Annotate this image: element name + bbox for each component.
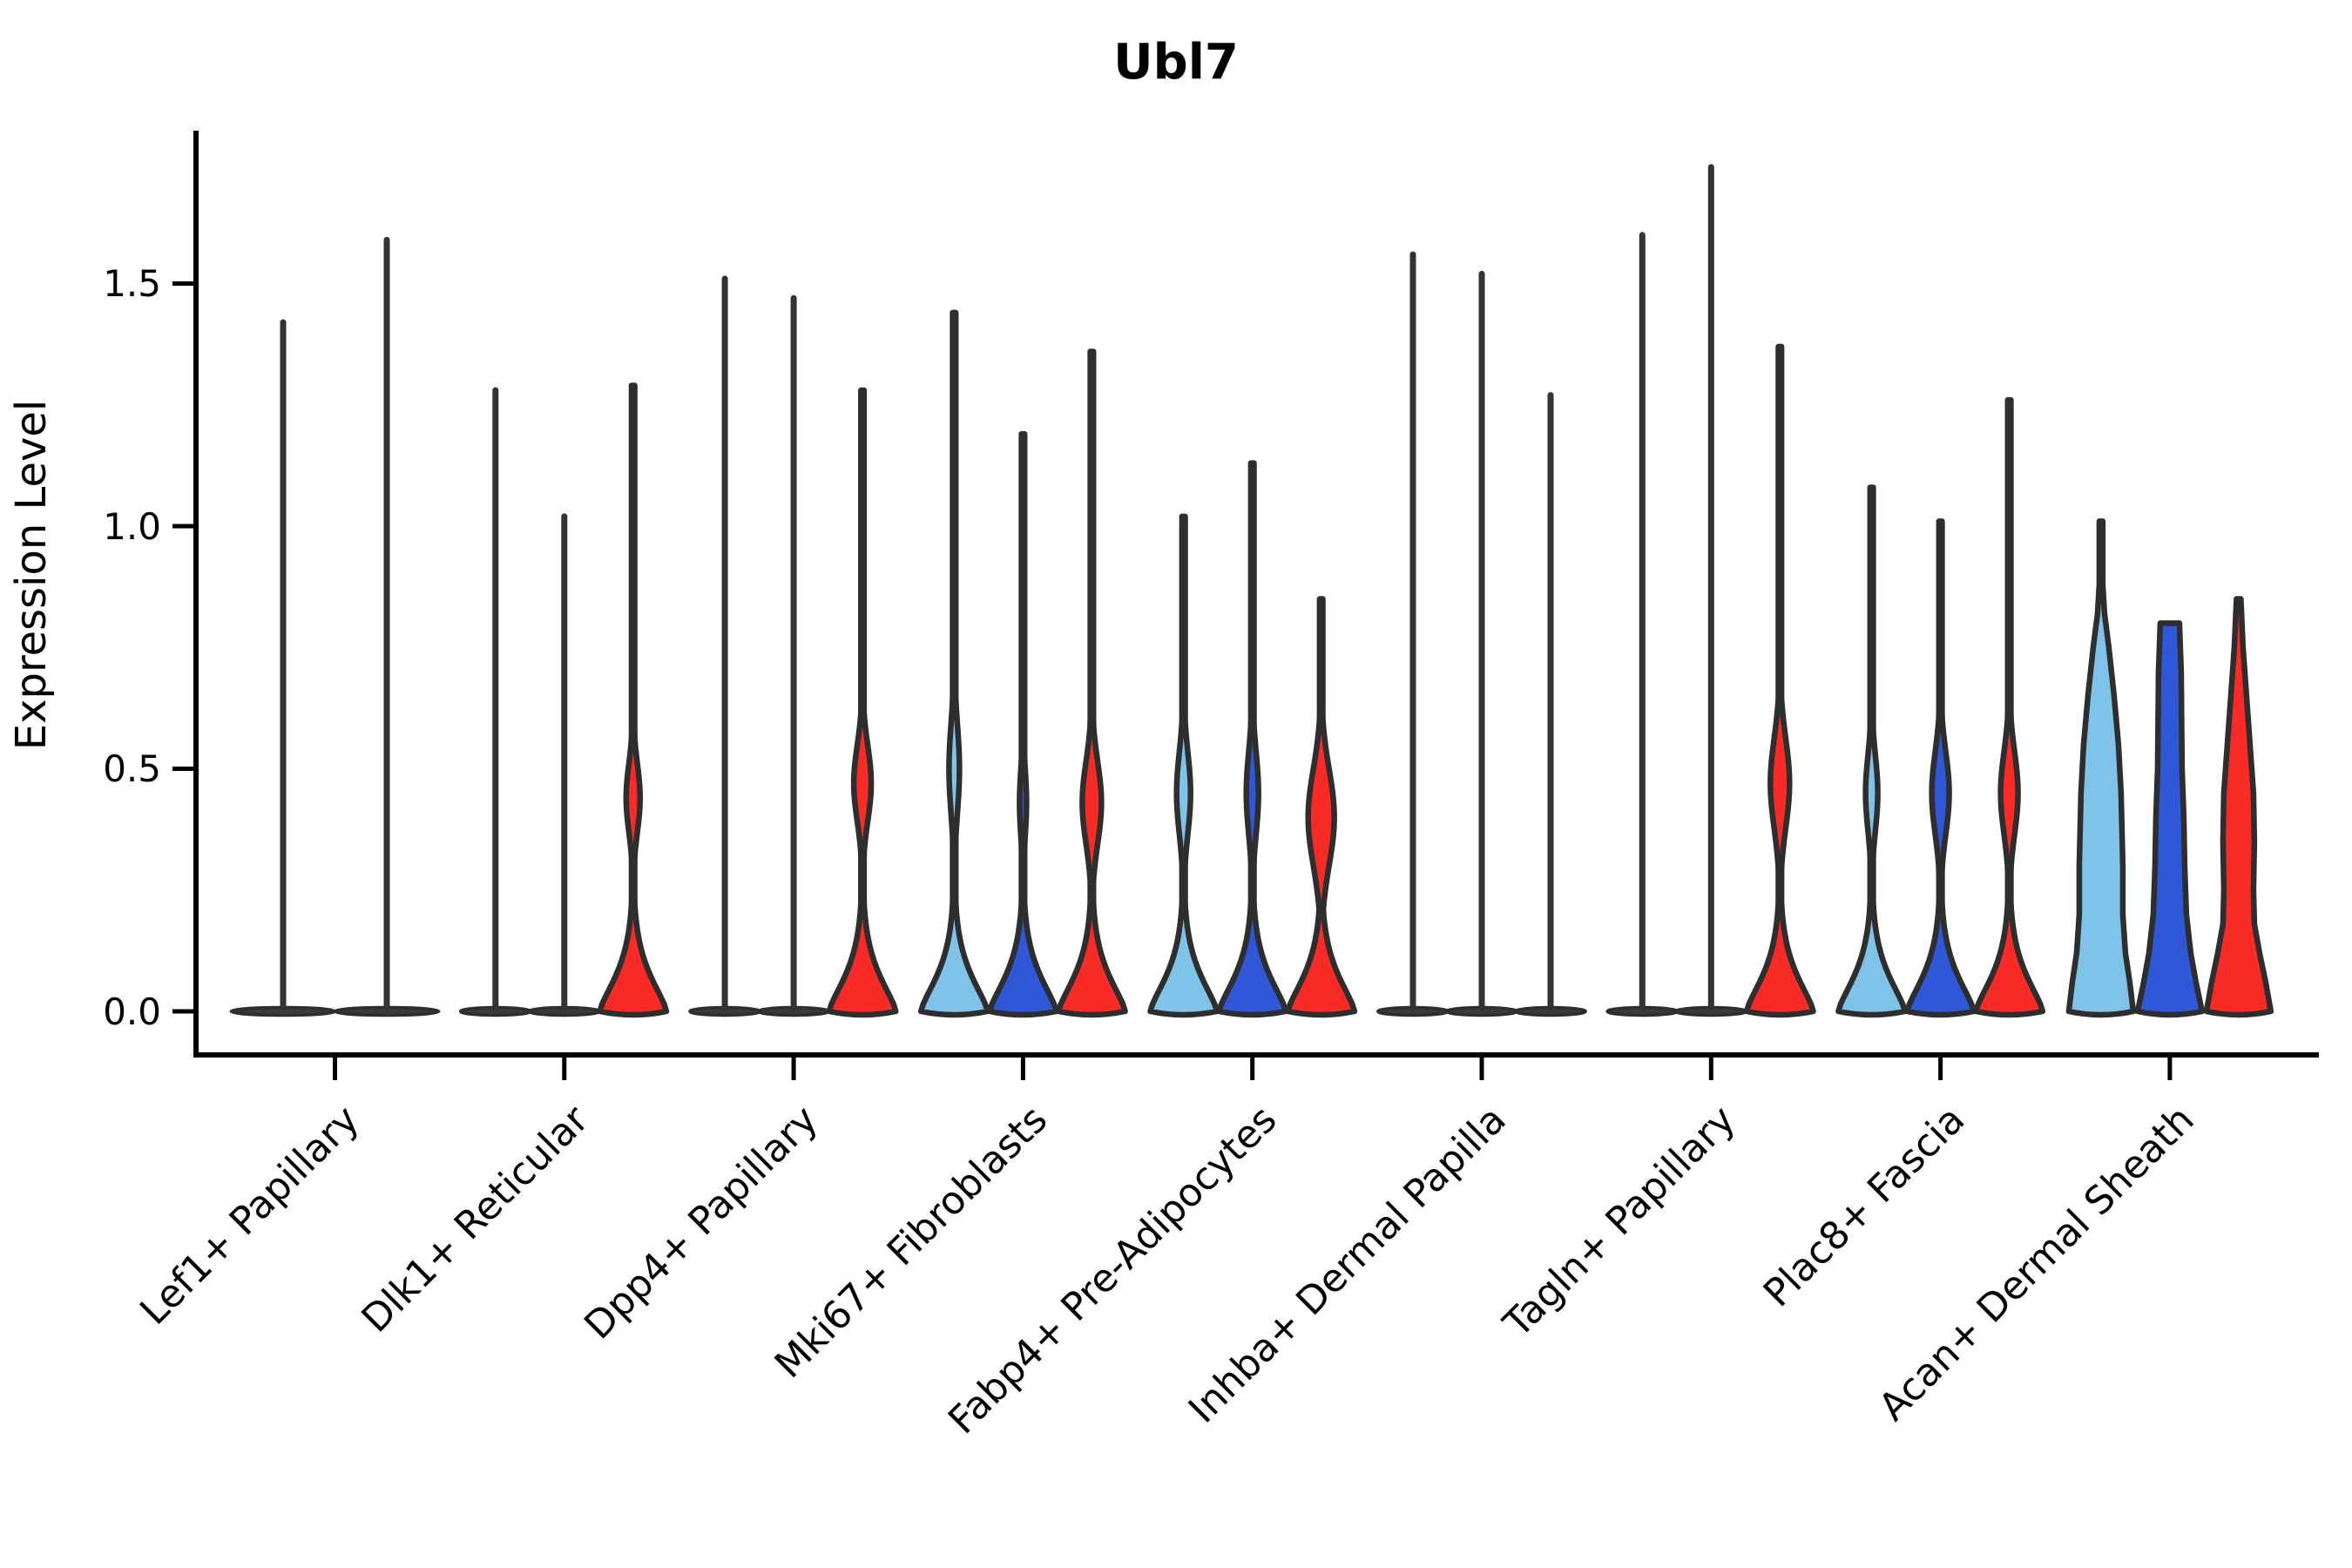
y-tick-labels: 0.0 0.5 1.0 1.5 (103, 262, 161, 1033)
chart-title: Ubl7 (1113, 34, 1239, 91)
y-axis-label: Expression Level (7, 400, 56, 751)
violin-group-9 (2065, 518, 2274, 1018)
violin-group-5 (1147, 460, 1358, 1018)
y-tick-label-0: 0.0 (103, 990, 161, 1033)
violin-sample2 (2134, 620, 2206, 1018)
violin-group-2 (458, 382, 670, 1018)
violin-sample3 (1973, 396, 2046, 1018)
violin-sample1 (1835, 484, 1909, 1018)
violin-sample3 (2203, 596, 2274, 1018)
x-tick-label-3: Dpp4+ Papillary (576, 1098, 827, 1348)
y-tick-label-3: 1.5 (103, 262, 161, 305)
violin-sample3 (597, 382, 670, 1018)
violin-sample3 (826, 387, 899, 1018)
violins (229, 164, 2274, 1018)
y-tick-label-2: 1.0 (103, 505, 161, 548)
violin-sample2 (1904, 518, 1977, 1018)
violin-sample3 (1055, 348, 1128, 1018)
violin-group-3 (688, 275, 899, 1018)
x-tick-label-8: Plac8+ Fascia (1755, 1098, 1974, 1316)
violin-sample1 (2065, 518, 2137, 1018)
violin-group-4 (917, 309, 1128, 1018)
y-tick-label-1: 0.5 (103, 747, 161, 790)
violin-group-6 (1376, 251, 1587, 1017)
x-tick-label-2: Dlk1+ Reticular (354, 1097, 598, 1342)
axes (172, 131, 2319, 1080)
violin-group-8 (1835, 396, 2046, 1018)
violin-group-7 (1605, 164, 1816, 1018)
violin-sample3 (1743, 343, 1816, 1018)
violin-group-1 (229, 236, 441, 1017)
violin-sample1 (1147, 513, 1220, 1018)
violin-sample1 (917, 309, 990, 1018)
violin-sample3 (1285, 596, 1358, 1018)
violin-sample2 (1216, 460, 1289, 1018)
x-tick-label-1: Lef1+ Papillary (132, 1098, 368, 1334)
x-tick-label-7: Tagln+ Papillary (1495, 1098, 1744, 1347)
violin-sample2 (986, 430, 1059, 1018)
